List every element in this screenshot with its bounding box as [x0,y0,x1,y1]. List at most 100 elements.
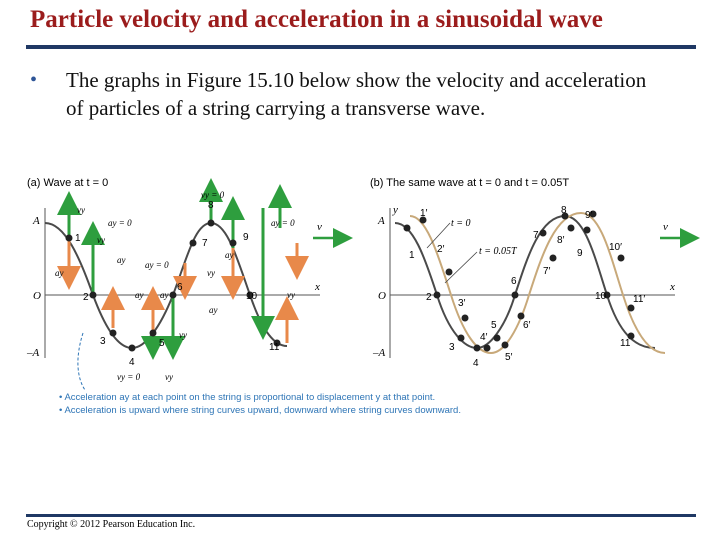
point-label: 5′ [505,352,513,363]
point-label: 6 [177,282,183,293]
point-label: 6′ [523,320,531,331]
point-label: 1 [75,233,81,244]
ay-zero-label: ay = 0 [108,218,132,228]
t1-leader-line [444,251,478,284]
slide-title: Particle velocity and acceleration in a … [30,6,603,33]
point-b-4p [483,344,491,352]
point-label: 3′ [458,298,466,309]
vy-zero-label: vy = 0 [117,372,141,382]
point-b-5p [501,341,509,349]
vy-label: vy [77,205,85,215]
point-b-2p [445,268,453,276]
point-7 [189,239,197,247]
point-b-3p [461,314,469,322]
point-b-5 [493,334,501,342]
point-label: 10′ [609,242,622,253]
panel-b-A-label: A [377,215,385,227]
point-b-10p [617,254,625,262]
vy-label: vy [97,235,105,245]
point-3 [109,329,117,337]
point-8 [207,219,215,227]
point-b-8 [561,212,569,220]
point-label: 3 [449,342,455,353]
point-label: 5 [159,338,165,349]
vy-label: vy [207,268,215,278]
bullet-marker: • [30,69,38,91]
point-label: 8 [208,200,214,211]
t1-label: t = 0.05T [479,246,518,257]
note-1: • Acceleration ay at each point on the s… [59,392,435,403]
point-label: 9′ [585,210,593,221]
panel-a-x-label: x [314,281,320,293]
point-label: 2′ [437,244,445,255]
point-4 [128,344,136,352]
point-11 [273,339,281,347]
ay-label: ay [135,290,144,300]
point-b-1 [403,224,411,232]
point-9 [229,239,237,247]
point-label: 10 [595,291,607,302]
point-label: 2 [83,292,89,303]
point-label: 4′ [480,332,488,343]
point-label: 4 [473,358,479,369]
point-label: 6 [511,276,517,287]
point-label: 7′ [543,266,551,277]
point-5 [149,329,157,337]
point-label: 10 [246,291,258,302]
point-b-7 [539,229,547,237]
panel-b-wave-t1 [409,211,666,355]
point-b-7p [549,254,557,262]
point-label: 3 [100,336,106,347]
ay-zero-label: ay = 0 [145,260,169,270]
point-label: 9 [243,232,249,243]
copyright-text: Copyright © 2012 Pearson Education Inc. [27,519,196,530]
point-label: 7 [533,230,539,241]
point-b-11p [627,304,635,312]
panel-a-dashed-curve [77,332,86,391]
panel-b-caption: (b) The same wave at t = 0 and t = 0.05T [370,177,569,189]
point-label: 2 [426,292,432,303]
t0-label: t = 0 [451,218,471,229]
bullet-text: The graphs in Figure 15.10 below show th… [66,68,647,120]
point-b-9 [583,226,591,234]
ay-label: ay [160,290,169,300]
point-b-9p [589,210,597,218]
point-b-4 [473,344,481,352]
title-rule [26,45,696,49]
panel-a-wave [44,221,288,350]
ay-label: ay [209,305,218,315]
figure-svg: (a) Wave at t = 0 x A O –A [26,177,700,416]
ay-zero-label: ay = 0 [271,218,295,228]
vy-label: vy [287,290,295,300]
point-b-2 [433,291,441,299]
t0-leader-line [426,222,451,249]
vy-zero-label: vy = 0 [201,190,225,200]
point-label: 1 [409,250,415,261]
point-b-6 [511,291,519,299]
wave-velocity-label: v [317,221,322,233]
panel-a-caption: (a) Wave at t = 0 [27,177,108,189]
point-6 [169,291,177,299]
point-10 [246,291,254,299]
point-label: 9 [577,248,583,259]
point-b-8p [567,224,575,232]
ay-label: ay [55,268,64,278]
ay-label: ay [117,255,126,265]
panel-b-negA-label: –A [372,347,386,359]
figure-15-10: (a) Wave at t = 0 x A O –A [25,168,705,423]
panel-a-A-label: A [32,215,40,227]
point-b-1p [419,216,427,224]
point-b-10 [603,291,611,299]
point-label: 5 [491,320,497,331]
vy-label: vy [165,372,173,382]
point-label: 11 [620,338,631,349]
wave-velocity-label-b: v [663,221,668,233]
point-b-6p [517,312,525,320]
panel-a-negA-label: –A [26,347,40,359]
point-label: 11′ [633,294,645,305]
point-label: 1′ [420,208,428,219]
panel-a-O-label: O [33,290,41,302]
bottom-rule [26,514,696,517]
note-2: • Acceleration is upward where string cu… [59,405,461,416]
panel-b-O-label: O [378,290,386,302]
